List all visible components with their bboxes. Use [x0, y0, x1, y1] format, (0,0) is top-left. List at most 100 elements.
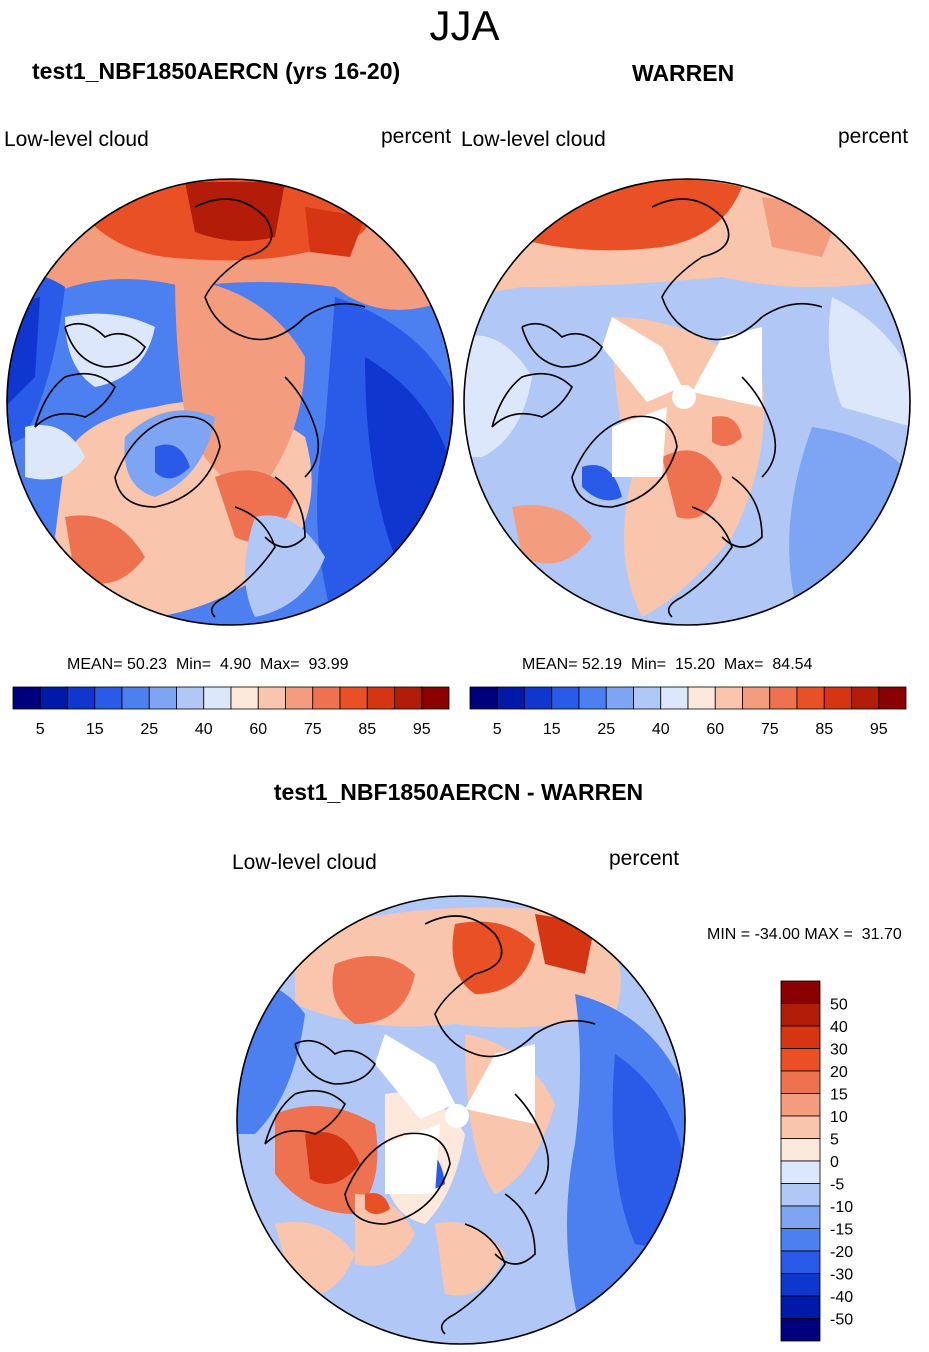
diff-missing-data: [375, 1034, 535, 1194]
diff-boundary: [236, 895, 686, 1345]
panel1-colorbar-swatch: [94, 686, 123, 710]
panel1-colorbar-swatch: [67, 686, 96, 710]
diff-minmax: MIN = -34.00 MAX = 31.70: [707, 926, 902, 943]
diff-colorbar-swatch: [780, 1138, 821, 1162]
diff-colorbar-swatch: [780, 1318, 821, 1342]
panel2-max: 84.54: [772, 656, 813, 673]
panel2-colorbar-swatch: [524, 686, 553, 710]
diff-map: [236, 895, 686, 1345]
panel2-colorbar-swatch: [796, 686, 825, 710]
diff-colorbar-tick-label: -40: [830, 1289, 853, 1306]
panel2-colorbar-swatch: [769, 686, 798, 710]
season-title: JJA: [429, 2, 500, 49]
panel2-colorbar-swatch: [851, 686, 880, 710]
diff-colorbar-tick-label: 15: [830, 1087, 848, 1104]
diff-colorbar-tick-label: -20: [830, 1244, 853, 1261]
panel2-coastlines: [491, 198, 823, 618]
panel2-colorbar-swatch: [605, 686, 634, 710]
panel2-colorbar-swatch: [633, 686, 662, 710]
panel2-map: [463, 178, 911, 626]
panel1-colorbar: 5 15 25 40 60 75 85 95: [12, 686, 450, 736]
panel1-colorbar-tick-label: 15: [86, 721, 104, 736]
diff-colorbar-tick-label: 0: [830, 1154, 839, 1171]
panel1-colorbar-tick-label: 60: [249, 721, 267, 736]
diff-variable: Low-level cloud: [232, 851, 377, 874]
panel1-colorbar-tick-label: 40: [195, 721, 213, 736]
panel2-colorbar-tick-label: 95: [870, 721, 888, 736]
panel2-colorbar-swatch: [578, 686, 607, 710]
panel1-units: percent: [381, 125, 452, 148]
panel1-stats: MEAN= 50.23 Min= 4.90 Max= 93.99: [67, 656, 349, 674]
diff-title: test1_NBF1850AERCN - WARREN: [273, 779, 644, 805]
panel1-coastlines: [34, 198, 366, 618]
diff-colorbar-swatch: [780, 1295, 821, 1319]
diff-colorbar-tick-label: 5: [830, 1132, 839, 1149]
diff-colorbar-tick-label: 30: [830, 1042, 848, 1059]
diff-colorbar-tick-label: -15: [830, 1222, 853, 1239]
panel2-colorbar-swatch: [714, 686, 743, 710]
diff-colorbar-swatch: [780, 1250, 821, 1274]
panel2-stats: MEAN= 52.19 Min= 15.20 Max= 84.54: [522, 656, 812, 674]
panel2-colorbar-swatch: [660, 686, 689, 710]
diff-colorbar-swatch: [780, 1025, 821, 1049]
panel1-colorbar-tick-label: 95: [413, 721, 431, 736]
diff-colorbar-swatch: [780, 1093, 821, 1117]
panel1-colorbar-swatch: [39, 686, 68, 710]
panel2-min-label: Min=: [630, 656, 667, 673]
panel1-title: test1_NBF1850AERCN (yrs 16-20): [32, 58, 401, 84]
panel1-max: 93.99: [308, 656, 349, 673]
panel2-max-label: Max=: [723, 656, 764, 673]
panel1-colorbar-swatch: [203, 686, 232, 710]
diff-colorbar-tick-label: -50: [830, 1312, 853, 1329]
panel2-mean: 52.19: [582, 656, 623, 673]
diff-colorbar-swatch: [780, 1115, 821, 1139]
panel1-variable: Low-level cloud: [4, 128, 149, 151]
panel2-boundary: [463, 178, 911, 626]
panel2-colorbar-swatch: [687, 686, 716, 710]
diff-colorbar-swatch: [780, 1070, 821, 1094]
panel2-colorbar-tick-label: 25: [597, 721, 615, 736]
panel2-variable: Low-level cloud: [461, 128, 606, 151]
panel1-colorbar-tick-label: 85: [358, 721, 376, 736]
panel2-colorbar: 5 15 25 40 60 75 85 95: [469, 686, 907, 736]
diff-colorbar-swatch: [780, 1003, 821, 1027]
panel2-colorbar-swatch: [469, 686, 498, 710]
diff-colorbar-tick-label: 40: [830, 1019, 848, 1036]
panel1-mean-label: MEAN=: [67, 656, 123, 673]
panel1-colorbar-swatch: [285, 686, 314, 710]
panel1-colorbar-swatch: [148, 686, 177, 710]
panel2-colorbar-swatch: [496, 686, 525, 710]
diff-colorbar-swatch: [780, 1205, 821, 1229]
panel2-units: percent: [838, 125, 909, 148]
panel2-mean-label: MEAN=: [522, 656, 578, 673]
panel1-mean: 50.23: [127, 656, 168, 673]
diff-coastlines: [264, 915, 596, 1335]
panel1-min-label: Min=: [175, 656, 212, 673]
panel2-colorbar-swatch: [742, 686, 771, 710]
panel1-colorbar-swatch: [339, 686, 368, 710]
panel2-colorbar-swatch: [823, 686, 852, 710]
panel1-boundary: [6, 178, 454, 626]
panel2-colorbar-swatch: [551, 686, 580, 710]
diff-colorbar-swatch: [780, 1048, 821, 1072]
panel1-colorbar-swatch: [421, 686, 450, 710]
diff-colorbar-tick-label: -30: [830, 1267, 853, 1284]
panel2-colorbar-swatch: [878, 686, 907, 710]
panel1-colorbar-tick-label: 25: [140, 721, 158, 736]
panel1-colorbar-tick-label: 75: [304, 721, 322, 736]
panel1-colorbar-swatch: [257, 686, 286, 710]
panel1-colorbar-swatch: [12, 686, 41, 710]
diff-units: percent: [609, 847, 680, 870]
diff-colorbar-swatch: [780, 980, 821, 1004]
diff-colorbar-tick-label: 50: [830, 997, 848, 1014]
panel1-min: 4.90: [219, 656, 252, 673]
diff-colorbar-swatch: [780, 1183, 821, 1207]
diff-colorbar-tick-label: -5: [830, 1177, 844, 1194]
panel2-colorbar-tick-label: 15: [543, 721, 561, 736]
panel1-max-label: Max=: [260, 656, 300, 673]
panel1-colorbar-swatch: [312, 686, 341, 710]
diff-colorbar-swatch: [780, 1160, 821, 1184]
panel1-colorbar-swatch: [366, 686, 395, 710]
diff-colorbar-tick-label: 20: [830, 1064, 848, 1081]
panel2-colorbar-tick-label: 60: [706, 721, 724, 736]
